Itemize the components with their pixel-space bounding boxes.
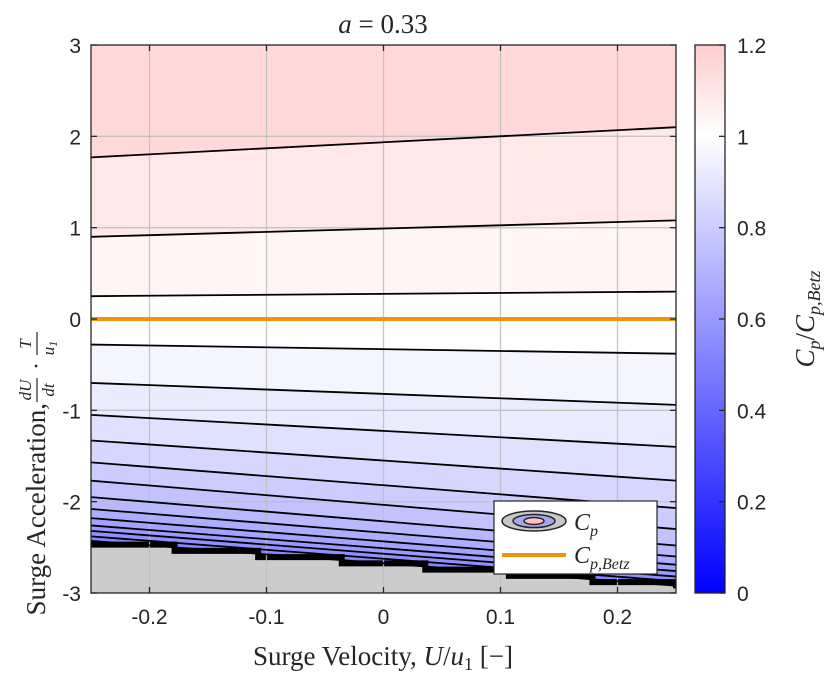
x-axis-ticks: -0.2 -0.1 0 0.1 0.2 <box>131 45 632 629</box>
y-label-frac2-den: u1 <box>39 341 60 356</box>
y-tick-label: -2 <box>62 492 81 515</box>
y-tick-label: 1 <box>69 218 81 241</box>
colorbar-label: Cp/Cp,Betz <box>790 270 824 367</box>
x-tick-label: -0.2 <box>131 606 167 629</box>
y-tick-label: 0 <box>69 309 81 332</box>
colorbar-tick-label: 0.2 <box>737 492 766 515</box>
y-label-frac1-num: dU <box>16 378 35 401</box>
colorbar-tick-label: 1 <box>737 126 749 149</box>
contour-line <box>91 414 676 448</box>
legend: Cp Cp,Betz <box>493 500 658 575</box>
contour-line <box>91 290 676 298</box>
contour-line <box>91 439 676 482</box>
y-axis-label-text: Surge Acceleration, <box>21 403 51 615</box>
colorbar-tick-label: 0.4 <box>737 400 767 423</box>
y-tick-label: -1 <box>62 400 81 423</box>
x-tick-label: 0.2 <box>603 606 632 629</box>
colorbar-tick-label: 0.8 <box>737 218 766 241</box>
contour-line <box>91 540 676 587</box>
y-tick-label: 3 <box>69 35 81 58</box>
contour-lines <box>91 126 676 587</box>
plot-area <box>91 45 676 593</box>
x-tick-label: 0 <box>378 606 390 629</box>
svg-text:Cp/Cp,Betz: Cp/Cp,Betz <box>790 270 824 367</box>
legend-cp-label: Cp <box>574 510 598 540</box>
colorbar-tick-label: 0 <box>737 583 749 606</box>
x-tick-label: 0.1 <box>486 606 515 629</box>
y-label-frac1-den: dt <box>39 382 58 397</box>
x-tick-label: -0.1 <box>248 606 284 629</box>
contour-line <box>91 343 676 355</box>
y-axis-ticks: -3 -2 -1 0 1 2 3 <box>62 35 676 606</box>
x-axis-label: Surge Velocity, U/u1 [−] <box>253 641 513 674</box>
contour-line <box>91 219 676 238</box>
legend-betz-label: Cp,Betz <box>574 543 630 573</box>
y-axis-label: Surge Acceleration, dU dt · T u1 <box>16 332 60 615</box>
contour-line <box>91 126 676 159</box>
contour-line <box>91 382 676 406</box>
y-label-dot: · <box>24 362 50 370</box>
y-tick-label: -3 <box>62 583 81 606</box>
y-tick-label: 2 <box>69 126 81 149</box>
legend-cp-icon <box>501 510 567 532</box>
chart-title: a = 0.33 <box>338 9 427 39</box>
colorbar-tick-label: 0.6 <box>737 309 766 332</box>
y-label-frac2-num: T <box>16 338 35 349</box>
colorbar-tick-label: 1.2 <box>737 35 766 58</box>
colorbar-ticks: 0 0.2 0.4 0.6 0.8 1 1.2 <box>719 35 767 606</box>
